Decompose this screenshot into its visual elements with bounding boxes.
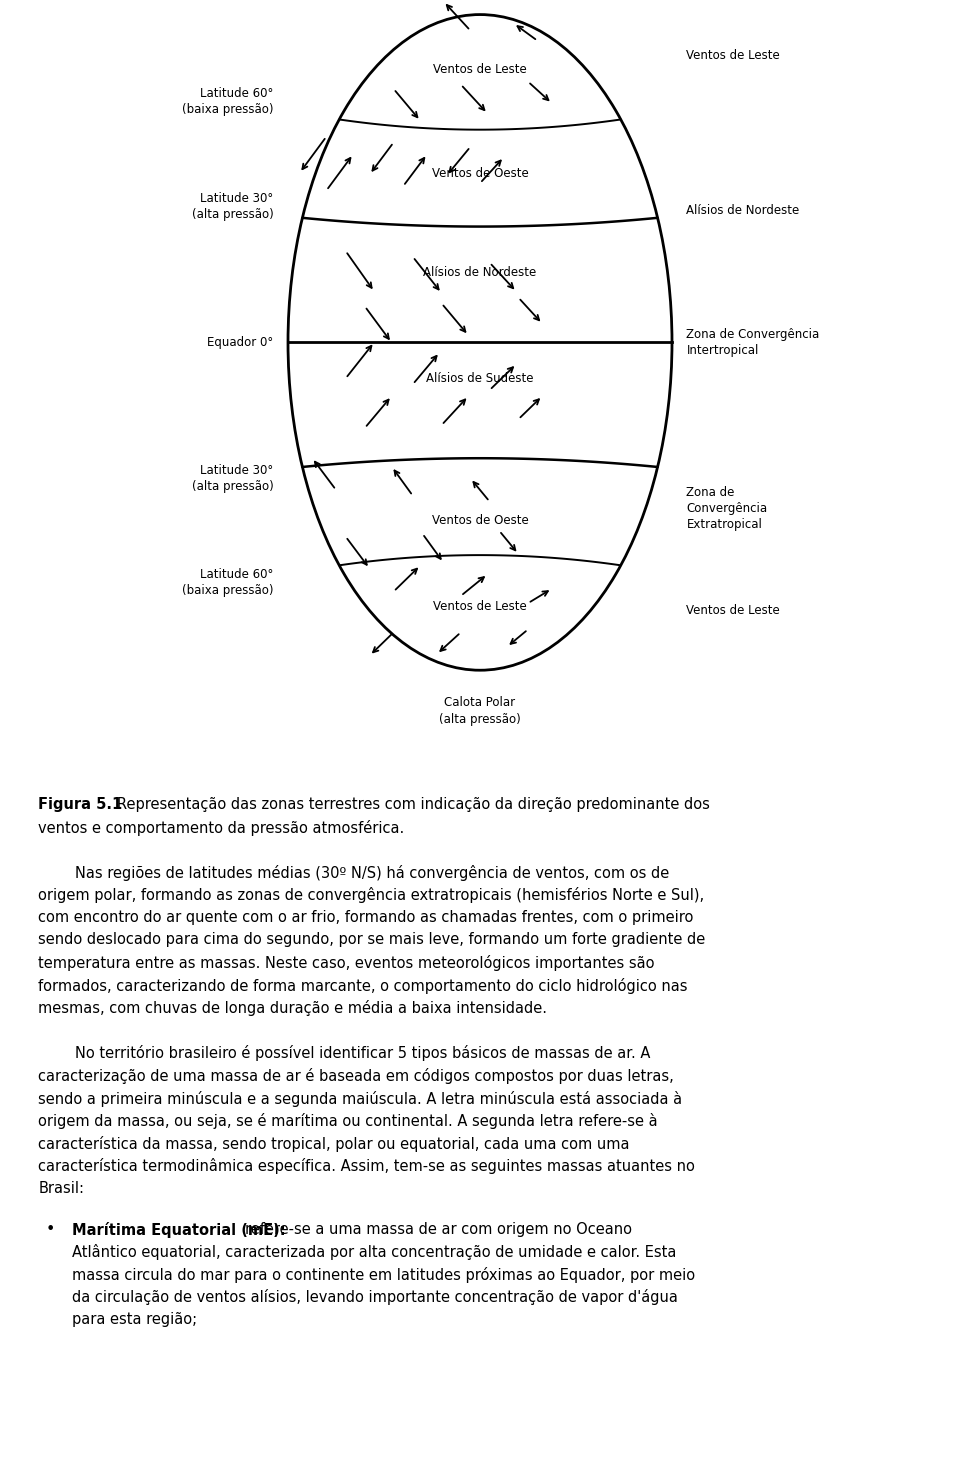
Text: característica da massa, sendo tropical, polar ou equatorial, cada uma com uma: característica da massa, sendo tropical,… (38, 1136, 630, 1151)
Text: sendo deslocado para cima do segundo, por se mais leve, formando um forte gradie: sendo deslocado para cima do segundo, po… (38, 932, 706, 947)
Text: Marítima Equatorial (mE):: Marítima Equatorial (mE): (72, 1221, 286, 1237)
Text: para esta região;: para esta região; (72, 1311, 197, 1327)
Text: massa circula do mar para o continente em latitudes próximas ao Equador, por mei: massa circula do mar para o continente e… (72, 1266, 695, 1282)
Text: Zona de
Convergência
Extratropical: Zona de Convergência Extratropical (686, 487, 768, 532)
Text: formados, caracterizando de forma marcante, o comportamento do ciclo hidrológico: formados, caracterizando de forma marcan… (38, 978, 688, 994)
Text: Ventos de Leste: Ventos de Leste (686, 605, 780, 616)
Text: Calota Polar
(alta pressão): Calota Polar (alta pressão) (439, 696, 521, 727)
Text: caracterização de uma massa de ar é baseada em códigos compostos por duas letras: caracterização de uma massa de ar é base… (38, 1068, 674, 1084)
Text: sendo a primeira minúscula e a segunda maiúscula. A letra minúscula está associa: sendo a primeira minúscula e a segunda m… (38, 1090, 683, 1106)
Text: Latitude 60°
(baixa pressão): Latitude 60° (baixa pressão) (182, 568, 274, 597)
Text: No território brasileiro é possível identificar 5 tipos básicos de massas de ar.: No território brasileiro é possível iden… (38, 1046, 651, 1061)
Text: Figura 5.1: Figura 5.1 (38, 797, 123, 812)
Text: Alísios de Nordeste: Alísios de Nordeste (686, 204, 800, 217)
Text: temperatura entre as massas. Neste caso, eventos meteorológicos importantes são: temperatura entre as massas. Neste caso,… (38, 956, 655, 970)
Text: Zona de Convergência
Intertropical: Zona de Convergência Intertropical (686, 328, 820, 357)
Text: Latitude 30°
(alta pressão): Latitude 30° (alta pressão) (192, 465, 274, 492)
Text: Ventos de Oeste: Ventos de Oeste (432, 166, 528, 179)
Text: Representação das zonas terrestres com indicação da direção predominante dos: Representação das zonas terrestres com i… (117, 797, 710, 812)
Text: Brasil:: Brasil: (38, 1180, 84, 1196)
Text: Atlântico equatorial, caracterizada por alta concentração de umidade e calor. Es: Atlântico equatorial, caracterizada por … (72, 1244, 677, 1260)
Text: Ventos de Leste: Ventos de Leste (433, 64, 527, 76)
Text: Nas regiões de latitudes médias (30º N/S) há convergência de ventos, com os de: Nas regiões de latitudes médias (30º N/S… (38, 864, 670, 880)
Text: ventos e comportamento da pressão atmosférica.: ventos e comportamento da pressão atmosf… (38, 819, 405, 835)
Text: Equador 0°: Equador 0° (207, 337, 274, 348)
Text: Latitude 30°
(alta pressão): Latitude 30° (alta pressão) (192, 192, 274, 220)
Text: mesmas, com chuvas de longa duração e média a baixa intensidade.: mesmas, com chuvas de longa duração e mé… (38, 1000, 547, 1016)
Text: Latitude 60°
(baixa pressão): Latitude 60° (baixa pressão) (182, 87, 274, 117)
Text: origem da massa, ou seja, se é marítima ou continental. A segunda letra refere-s: origem da massa, ou seja, se é marítima … (38, 1113, 658, 1129)
Text: refere-se a uma massa de ar com origem no Oceano: refere-se a uma massa de ar com origem n… (245, 1221, 632, 1237)
Text: Alísios de Sudeste: Alísios de Sudeste (426, 372, 534, 385)
Text: característica termodinâmica específica. Assim, tem-se as seguintes massas atuan: característica termodinâmica específica.… (38, 1158, 695, 1174)
Text: Alísios de Nordeste: Alísios de Nordeste (423, 267, 537, 280)
Text: com encontro do ar quente com o ar frio, formando as chamadas frentes, com o pri: com encontro do ar quente com o ar frio,… (38, 909, 694, 925)
Text: Ventos de Leste: Ventos de Leste (686, 50, 780, 61)
Text: •: • (46, 1221, 56, 1237)
Text: Ventos de Leste: Ventos de Leste (433, 600, 527, 612)
Text: Ventos de Oeste: Ventos de Oeste (432, 514, 528, 527)
Text: origem polar, formando as zonas de convergência extratropicais (hemisférios Nort: origem polar, formando as zonas de conve… (38, 887, 705, 903)
Text: da circulação de ventos alísios, levando importante concentração de vapor d'água: da circulação de ventos alísios, levando… (72, 1289, 678, 1305)
